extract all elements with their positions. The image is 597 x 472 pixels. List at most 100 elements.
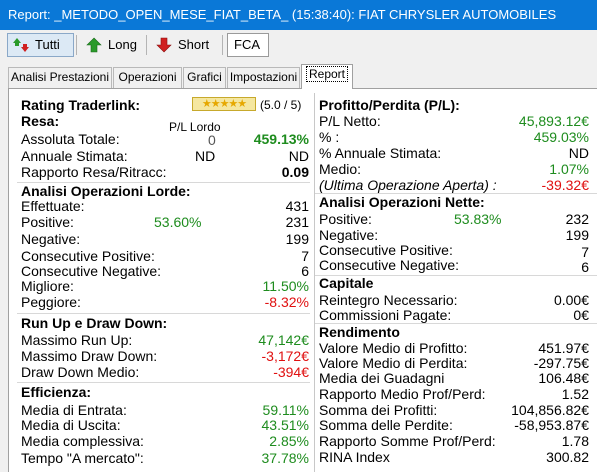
tab-analisi-prestazioni[interactable]: Analisi Prestazioni [8,67,112,88]
draw-down-medio-value: -394€ [273,364,309,380]
effettuate-value: 431 [285,198,309,214]
nette-title: Analisi Operazioni Nette: [319,194,485,210]
symbol-field[interactable]: FCA [227,33,269,57]
section-divider [315,323,597,324]
migliore-value: 11.50% [262,278,309,294]
migliore-label: Migliore: [21,278,74,294]
lorde-cons-pos-label: Consecutive Positive: [21,248,155,264]
valore-medio-perdita-value: -297.75€ [533,355,589,371]
commissioni-value: 0€ [573,307,589,323]
max-run-up-label: Massimo Run Up: [21,332,133,348]
tab-operazioni[interactable]: Operazioni [113,67,182,88]
pl-netto-label: P/L Netto: [319,113,381,129]
media-uscita-label: Media di Uscita: [21,417,121,433]
short-button[interactable]: Short [151,33,219,57]
short-button-label: Short [178,37,210,52]
lorde-title: Analisi Operazioni Lorde: [21,183,191,199]
lorde-cons-neg-value: 6 [301,263,309,279]
runup-title: Run Up e Draw Down: [21,315,168,331]
tab-report[interactable]: Report [301,64,353,89]
tab-impostazioni[interactable]: Impostazioni [227,67,300,88]
nette-cons-neg-label: Consecutive Negative: [319,257,460,273]
somma-perdite-label: Somma delle Perdite: [319,417,453,433]
max-run-up-value: 47,142€ [258,332,309,348]
pl-annuale-value: ND [568,145,589,161]
toolbar-separator [222,35,223,55]
nette-cons-pos-value: 7 [581,244,589,260]
peggiore-label: Peggiore: [21,294,81,310]
annuale-stimata-lordo: ND [195,148,216,164]
media-entrata-label: Media di Entrata: [21,402,127,418]
max-draw-down-label: Massimo Draw Down: [21,348,158,364]
section-divider [17,313,310,314]
efficienza-title: Efficienza: [21,384,92,400]
green-up-arrow-icon [86,37,102,53]
rapporto-somme-value: 1.78 [561,433,589,449]
pl-title: Profitto/Perdita (P/L): [319,97,460,113]
resa-title: Resa: [21,113,60,129]
draw-down-medio-label: Draw Down Medio: [21,364,140,380]
reintegro-value: 0.00€ [553,292,589,308]
rapporto-resa-value: 0.09 [281,164,309,180]
nette-cons-neg-value: 6 [581,259,589,275]
lorde-negative-value: 199 [285,231,309,247]
rina-index-value: 300.82 [546,449,589,465]
assoluta-totale-lordo: 0 [208,132,216,148]
ultima-operazione-label: (Ultima Operazione Aperta) : [319,177,497,193]
window-title: Report: _METODO_OPEN_MESE_FIAT_BETA_ (15… [0,0,597,30]
max-draw-down-value: -3,172€ [261,348,309,364]
tab-report-label: Report [305,66,349,82]
media-complessiva-label: Media complessiva: [21,433,144,449]
pl-pct-value: 459.03% [533,129,589,145]
rapporto-medio-value: 1.52 [561,386,589,402]
rapporto-somme-label: Rapporto Somme Prof/Perd: [319,433,496,449]
commissioni-label: Commissioni Pagate: [319,307,452,323]
long-button-label: Long [108,37,137,52]
section-divider [17,382,310,383]
tempo-mercato-label: Tempo "A mercato": [21,450,144,466]
lorde-negative-label: Negative: [21,231,81,247]
lorde-positive-pct: 53.60% [154,214,202,230]
tempo-mercato-value: 37.78% [261,450,309,466]
red-down-arrow-icon [156,37,172,53]
valore-medio-profitto-label: Valore Medio di Profitto: [319,340,468,356]
peggiore-value: -8.32% [264,294,309,310]
rapporto-resa-label: Rapporto Resa/Ritracc: [21,164,167,180]
rendimento-title: Rendimento [319,324,400,340]
somma-profitti-label: Somma dei Profitti: [319,402,438,418]
annuale-stimata-label: Annuale Stimata: [21,148,128,164]
pl-lordo-caption: P/L Lordo [169,120,221,134]
valore-medio-perdita-label: Valore Medio di Perdita: [319,355,468,371]
report-panel: Rating Traderlink: ★★★★★ (5.0 / 5) Resa:… [8,88,597,472]
nette-negative-value: 199 [565,227,589,243]
section-divider [315,275,597,276]
reintegro-label: Reintegro Necessario: [319,292,458,308]
column-divider [314,93,315,472]
long-button[interactable]: Long [81,33,143,57]
rapporto-medio-label: Rapporto Medio Prof/Perd: [319,386,486,402]
all-button[interactable]: Tutti [7,33,74,57]
nette-positive-value: 232 [565,211,589,227]
valore-medio-profitto-value: 451.97€ [538,340,589,356]
capitale-title: Capitale [319,275,374,291]
all-button-label: Tutti [35,37,60,52]
pl-annuale-label: % Annuale Stimata: [319,145,442,161]
nette-positive-pct: 53.83% [454,211,502,227]
rina-index-label: RINA Index [319,449,390,465]
up-down-arrows-icon [13,38,29,52]
nette-positive-label: Positive: [319,211,372,227]
rating-score: (5.0 / 5) [260,98,302,112]
pl-netto-value: 45,893.12€ [518,113,589,129]
pl-medio-label: Medio: [319,161,362,177]
assoluta-totale-label: Assoluta Totale: [21,131,120,147]
effettuate-label: Effettuate: [21,198,85,214]
assoluta-totale-value: 459.13% [253,131,309,147]
lorde-positive-label: Positive: [21,214,74,230]
rating-label: Rating Traderlink: [21,97,141,113]
toolbar: Tutti Long Short FCA [0,30,597,60]
tab-grafici[interactable]: Grafici [183,67,226,88]
media-guadagni-label: Media dei Guadagni [319,370,445,386]
media-complessiva-value: 2.85% [269,433,309,449]
section-divider [17,182,310,183]
media-guadagni-value: 106.48€ [538,370,589,386]
